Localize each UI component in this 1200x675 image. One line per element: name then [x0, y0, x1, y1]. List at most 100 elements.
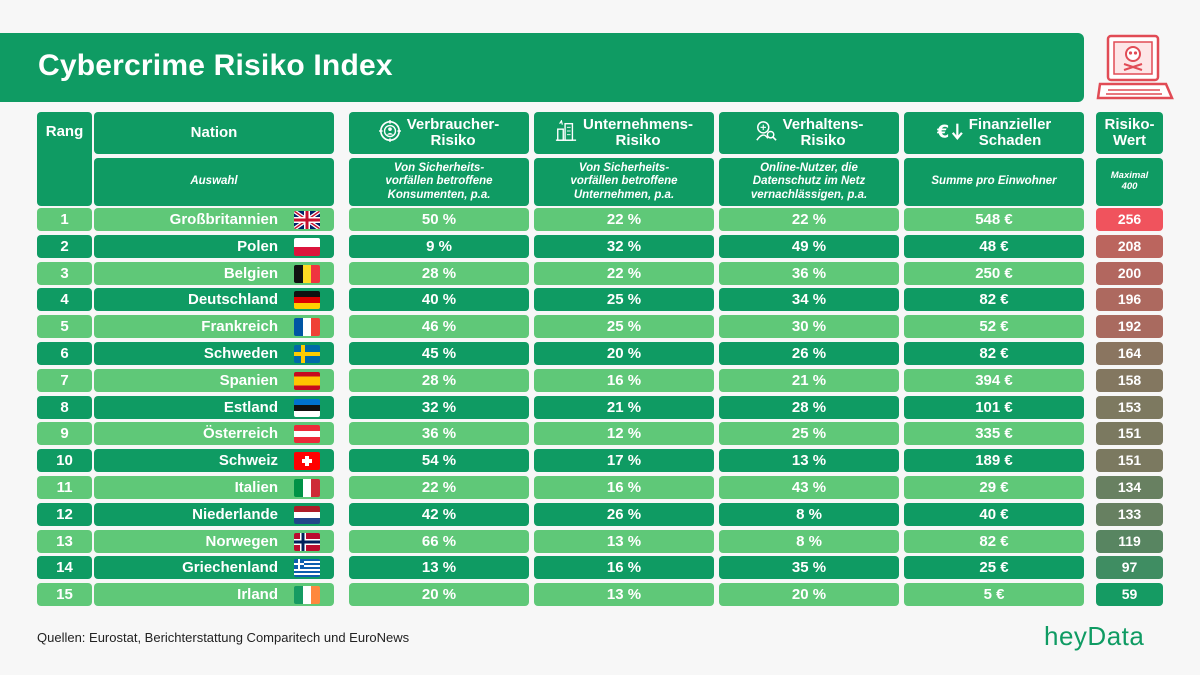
flag-gr-icon [294, 558, 320, 577]
risk-value-bar: 158 [1096, 369, 1163, 392]
rank-cell: 2 [37, 235, 92, 258]
schaden-cell: 189 € [904, 449, 1084, 472]
header-verbraucher: Verbraucher- Risiko [349, 112, 529, 154]
sources-note: Quellen: Eurostat, Berichterstattung Com… [37, 630, 410, 645]
verhalten-cell: 30 % [719, 315, 899, 338]
rank-cell: 8 [37, 396, 92, 419]
laptop-skull-icon [1096, 34, 1174, 100]
rank-cell: 15 [37, 583, 92, 606]
verbraucher-cell: 28 % [349, 369, 529, 392]
subheader-label-verbraucher: Von Sicherheits- vorfällen betroffene Ko… [385, 162, 493, 201]
nation-cell: Großbritannien [94, 208, 334, 231]
unternehmen-cell: 22 % [534, 208, 714, 231]
verbraucher-cell: 42 % [349, 503, 529, 526]
unternehmen-cell: 20 % [534, 342, 714, 365]
rank-cell: 14 [37, 556, 92, 579]
schaden-cell: 250 € [904, 262, 1084, 285]
risk-value-bar: 196 [1096, 288, 1163, 311]
nation-name: Schweden [203, 344, 278, 362]
nation-name: Norwegen [205, 532, 278, 550]
header-rank: Rang [37, 112, 92, 206]
header-label-verbraucher: Verbraucher- Risiko [406, 116, 500, 149]
schaden-cell: 40 € [904, 503, 1084, 526]
heydata-logo: heyData [1044, 621, 1145, 651]
verbraucher-cell: 46 % [349, 315, 529, 338]
header-verhalten: Verhaltens- Risiko [719, 112, 899, 154]
nation-cell: Österreich [94, 422, 334, 445]
schaden-cell: 548 € [904, 208, 1084, 231]
nation-cell: Niederlande [94, 503, 334, 526]
subheader-nation: Auswahl [94, 158, 334, 206]
page-title: Cybercrime Risiko Index [38, 49, 393, 82]
verbraucher-cell: 22 % [349, 476, 529, 499]
rank-cell: 3 [37, 262, 92, 285]
schaden-cell: 82 € [904, 342, 1084, 365]
schaden-cell: 48 € [904, 235, 1084, 258]
nation-cell: Norwegen [94, 530, 334, 553]
rank-cell: 1 [37, 208, 92, 231]
flag-pl-icon [294, 237, 320, 256]
header-risiko: Risiko- Wert [1096, 112, 1163, 154]
unternehmen-cell: 32 % [534, 235, 714, 258]
verhalten-cell: 35 % [719, 556, 899, 579]
verbraucher-cell: 36 % [349, 422, 529, 445]
verbraucher-cell: 32 % [349, 396, 529, 419]
unternehmen-cell: 16 % [534, 369, 714, 392]
schaden-cell: 25 € [904, 556, 1084, 579]
schaden-cell: 335 € [904, 422, 1084, 445]
verhalten-cell: 49 % [719, 235, 899, 258]
verhalten-cell: 36 % [719, 262, 899, 285]
risk-value-bar: 200 [1096, 262, 1163, 285]
risk-value-bar: 97 [1096, 556, 1163, 579]
header-label-unternehmen: Unternehmens- Risiko [582, 116, 694, 149]
schaden-cell: 101 € [904, 396, 1084, 419]
verhalten-cell: 26 % [719, 342, 899, 365]
verhalten-cell: 28 % [719, 396, 899, 419]
nation-name: Frankreich [201, 317, 278, 335]
header-label-rang: Rang [45, 123, 84, 140]
nation-cell: Polen [94, 235, 334, 258]
verbraucher-cell: 54 % [349, 449, 529, 472]
verbraucher-cell: 28 % [349, 262, 529, 285]
nation-name: Irland [237, 585, 278, 603]
nation-name: Griechenland [182, 558, 278, 576]
subheader-label-unternehmen: Von Sicherheits- vorfällen betroffene Un… [570, 162, 678, 201]
flag-se-icon [294, 344, 320, 363]
schaden-cell: 29 € [904, 476, 1084, 499]
schaden-cell: 82 € [904, 288, 1084, 311]
rank-cell: 12 [37, 503, 92, 526]
subheader-unternehmen: Von Sicherheits- vorfällen betroffene Un… [534, 158, 714, 206]
verhalten-cell: 34 % [719, 288, 899, 311]
subheader-verhalten: Online-Nutzer, die Datenschutz im Netz v… [719, 158, 899, 206]
unternehmen-cell: 12 % [534, 422, 714, 445]
nation-cell: Italien [94, 476, 334, 499]
rank-cell: 6 [37, 342, 92, 365]
header-unternehmen: Unternehmens- Risiko [534, 112, 714, 154]
schaden-cell: 82 € [904, 530, 1084, 553]
nation-cell: Spanien [94, 369, 334, 392]
verhalten-cell: 13 % [719, 449, 899, 472]
nation-cell: Belgien [94, 262, 334, 285]
nation-cell: Deutschland [94, 288, 334, 311]
nation-name: Österreich [202, 424, 278, 442]
unternehmen-cell: 16 % [534, 476, 714, 499]
flag-no-icon [294, 532, 320, 551]
rank-cell: 10 [37, 449, 92, 472]
nation-cell: Irland [94, 583, 334, 606]
risk-value-bar: 134 [1096, 476, 1163, 499]
flag-nl-icon [294, 505, 320, 524]
rank-cell: 7 [37, 369, 92, 392]
verbraucher-cell: 20 % [349, 583, 529, 606]
unternehmen-cell: 16 % [534, 556, 714, 579]
subheader-label-schaden: Summe pro Einwohner [931, 175, 1057, 188]
rank-cell: 11 [37, 476, 92, 499]
verbraucher-cell: 9 % [349, 235, 529, 258]
risk-value-bar: 133 [1096, 503, 1163, 526]
flag-gb-icon [294, 210, 320, 229]
nation-name: Italien [234, 478, 278, 496]
risk-value-bar: 208 [1096, 235, 1163, 258]
flag-ie-icon [294, 585, 320, 604]
flag-ee-icon [294, 398, 320, 417]
header-label-verhalten: Verhaltens- Risiko [782, 116, 864, 149]
header-label-risiko: Risiko- Wert [1104, 116, 1155, 149]
